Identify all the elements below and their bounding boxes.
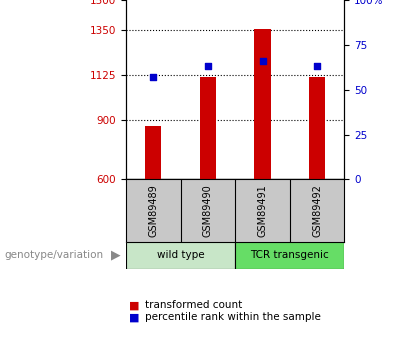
Bar bbox=[200, 77, 216, 179]
Bar bbox=[309, 77, 326, 179]
Bar bbox=[235, 241, 344, 269]
Bar bbox=[255, 29, 271, 179]
Text: ■: ■ bbox=[129, 300, 139, 310]
Text: GSM89489: GSM89489 bbox=[148, 184, 158, 237]
Text: GSM89491: GSM89491 bbox=[257, 184, 268, 237]
Text: genotype/variation: genotype/variation bbox=[4, 250, 103, 260]
Bar bbox=[145, 126, 162, 179]
Text: GSM89490: GSM89490 bbox=[203, 184, 213, 237]
Text: wild type: wild type bbox=[157, 250, 205, 260]
Text: percentile rank within the sample: percentile rank within the sample bbox=[145, 313, 321, 322]
Point bbox=[205, 63, 211, 69]
Point bbox=[314, 63, 320, 69]
Point bbox=[259, 58, 266, 64]
Text: GSM89492: GSM89492 bbox=[312, 184, 322, 237]
Text: ▶: ▶ bbox=[111, 249, 120, 262]
Bar bbox=[126, 241, 235, 269]
Text: transformed count: transformed count bbox=[145, 300, 242, 310]
Text: ■: ■ bbox=[129, 313, 139, 322]
Text: TCR transgenic: TCR transgenic bbox=[250, 250, 329, 260]
Point bbox=[150, 75, 157, 80]
